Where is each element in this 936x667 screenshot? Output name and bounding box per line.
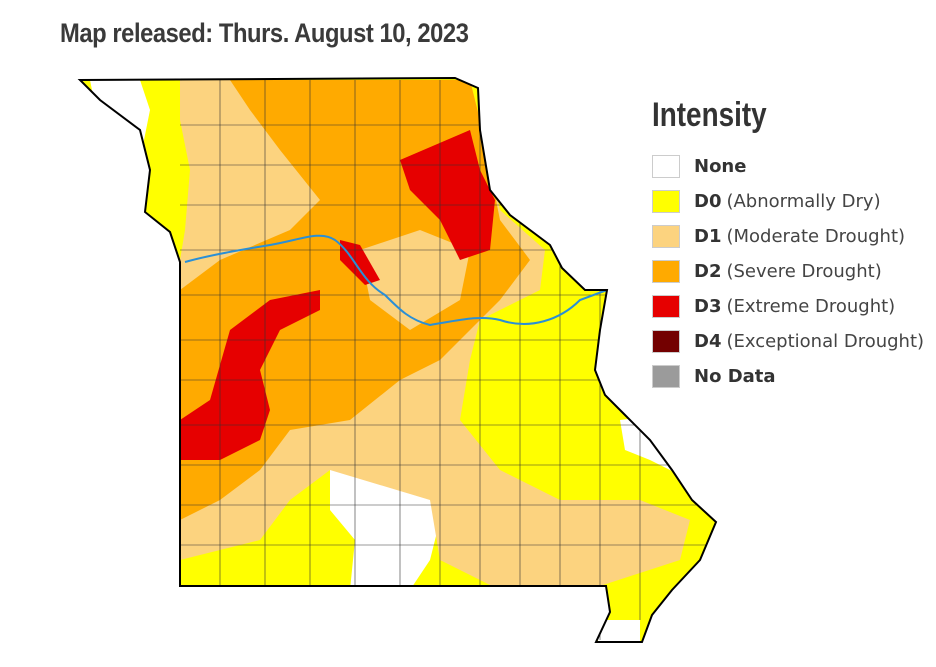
legend-item-d2: D2 (Severe Drought) [652, 254, 924, 289]
legend-desc: (Extreme Drought) [726, 296, 896, 317]
none-area-bootheel [598, 620, 640, 642]
legend-swatch [652, 155, 680, 178]
d1-inset [360, 230, 470, 330]
intensity-legend: Intensity None D0 (Abnormally Dry) D1 (Mod… [652, 96, 924, 394]
legend-code: None [694, 156, 747, 177]
legend-item-d1: D1 (Moderate Drought) [652, 219, 924, 254]
legend-swatch [652, 260, 680, 283]
d3-area-ne [400, 130, 495, 260]
legend-swatch [652, 190, 680, 213]
map-release-title: Map released: Thurs. August 10, 2023 [60, 18, 469, 48]
d3-area-central [340, 240, 380, 285]
none-area-south [330, 470, 440, 590]
legend-swatch [652, 365, 680, 388]
legend-code: D4 [694, 331, 722, 352]
legend-swatch [652, 330, 680, 353]
legend-item-d4: D4 (Exceptional Drought) [652, 324, 924, 359]
legend-desc: (Severe Drought) [726, 261, 882, 282]
legend-desc: (Exceptional Drought) [726, 331, 925, 352]
legend-swatch [652, 225, 680, 248]
county-grid [180, 80, 710, 640]
legend-swatch [652, 295, 680, 318]
legend-code: D0 [694, 191, 722, 212]
legend-desc: (Moderate Drought) [726, 226, 906, 247]
legend-item-no-data: No Data [652, 359, 924, 394]
legend-code: D3 [694, 296, 722, 317]
legend-title: Intensity [652, 96, 767, 134]
legend-desc: (Abnormally Dry) [726, 191, 881, 212]
legend-code: D2 [694, 261, 722, 282]
legend-item-none: None [652, 149, 924, 184]
legend-code: D1 [694, 226, 722, 247]
legend-code: No Data [694, 366, 776, 387]
none-area-nw [90, 80, 150, 160]
d3-area-west [180, 290, 320, 460]
missouri-river [184, 234, 608, 327]
legend-item-d0: D0 (Abnormally Dry) [652, 184, 924, 219]
legend-item-d3: D3 (Extreme Drought) [652, 289, 924, 324]
